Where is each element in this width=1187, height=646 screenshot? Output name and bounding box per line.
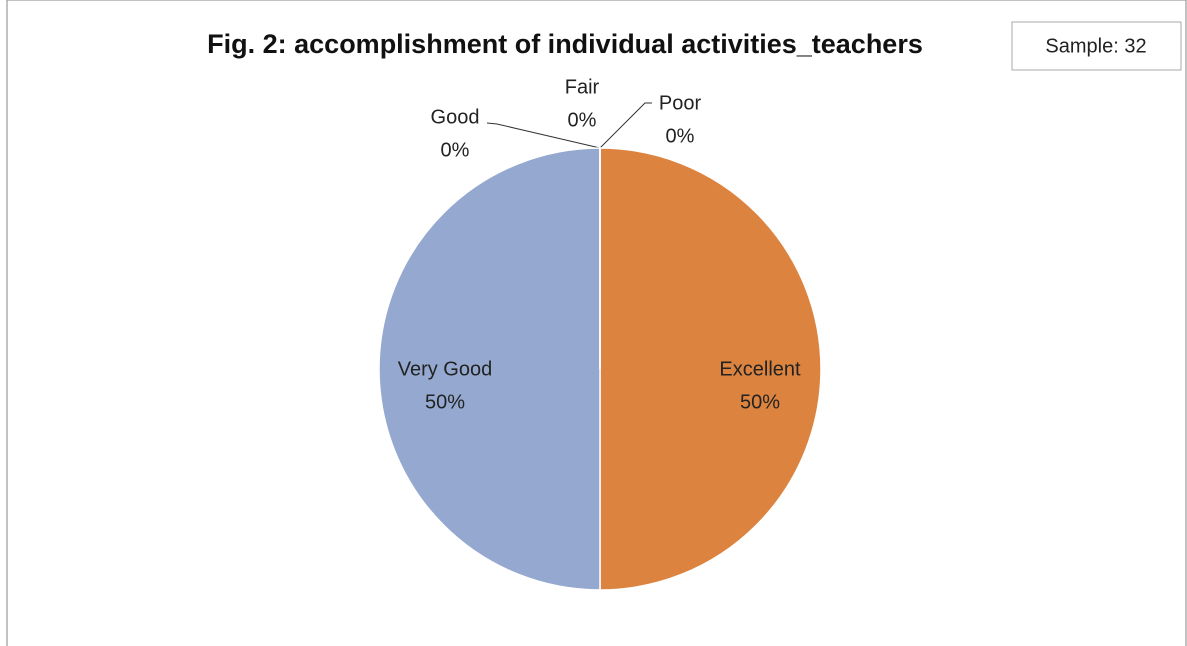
leader-line [486, 122, 601, 149]
slice-label: Very Good [398, 358, 493, 380]
slice-value-label: 0% [441, 139, 470, 161]
chart-title: Fig. 2: accomplishment of individual act… [207, 29, 923, 59]
slice-label: Good [431, 106, 480, 128]
slice-label: Excellent [719, 358, 801, 380]
chart-border [6, 0, 1187, 646]
pie-slice [599, 147, 822, 591]
slice-value-label: 50% [740, 391, 780, 413]
sample-label: Sample: 32 [1045, 35, 1146, 57]
slice-label: Poor [659, 92, 702, 114]
slice-value-label: 0% [568, 109, 597, 131]
pie-slice [378, 147, 601, 591]
slice-value-label: 0% [666, 125, 695, 147]
slice-label: Fair [565, 76, 600, 98]
leader-line [599, 102, 652, 149]
slice-value-label: 50% [425, 391, 465, 413]
sample-box [1011, 21, 1182, 71]
